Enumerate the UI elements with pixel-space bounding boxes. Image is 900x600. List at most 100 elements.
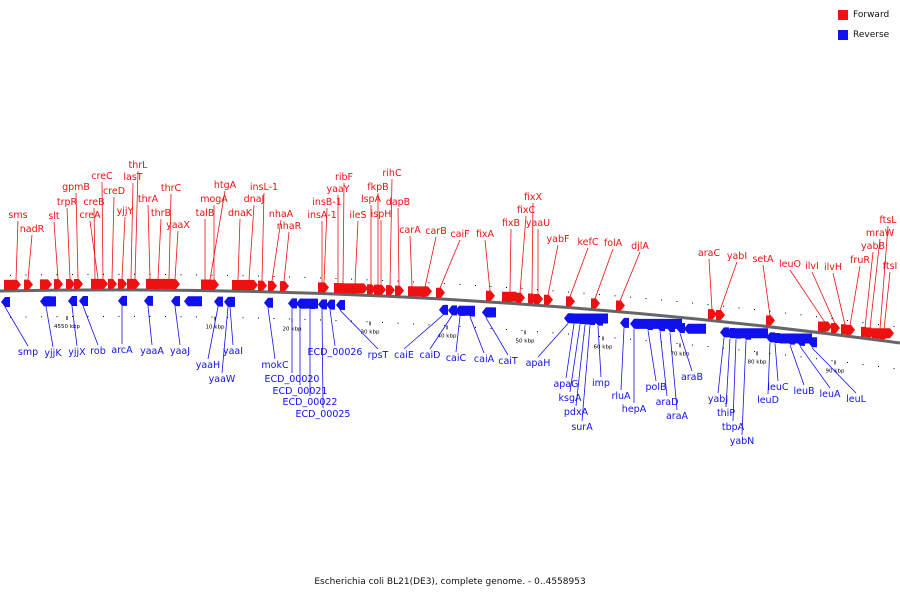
reverse-gene-mokC [264,297,273,308]
kbp-tick-label: 50 kbp [516,338,535,344]
upper-scale-dot [583,292,585,294]
forward-gene-ribF [339,283,348,294]
upper-scale-dot [41,274,42,276]
lower-scale-dot [521,330,523,332]
lower-scale-dot [676,343,678,345]
reverse-gene-polB [644,319,653,330]
reverse-leader-line [329,309,336,347]
reverse-leader-line [811,347,857,394]
forward-gene-dnaK [234,280,243,291]
reverse-gene-rpsT [336,300,345,311]
upper-scale-dot [366,279,368,281]
reverse-leader-line [207,306,219,360]
forward-gene-label: ftsL [879,215,897,226]
reverse-leader-line [647,330,657,382]
upper-scale-dot [134,273,135,275]
lower-scale-dot [320,319,321,321]
reverse-leader-line [679,333,693,372]
forward-gene-yabF [544,294,553,305]
reverse-leader-line [82,305,99,346]
forward-gene-fixC [516,292,525,303]
scale-dots [10,273,895,370]
forward-gene-label: leuO [779,259,801,270]
reverse-gene-yaaH [214,296,223,307]
reverse-gene-label: araB [681,372,703,383]
lower-scale-dot [568,333,569,335]
upper-scale-dot [180,274,182,276]
forward-leader-line [75,192,79,279]
upper-scale-dot [723,305,724,307]
lower-scale-dot [211,316,213,318]
reverse-leader-line [321,309,324,409]
forward-gene-talB [201,279,210,290]
reverse-gene-label: rluA [611,391,631,402]
reverse-leader-line [597,325,602,378]
forward-leader-line [168,193,172,280]
reverse-gene-yaaA [144,295,153,306]
forward-leader-line [271,219,282,282]
upper-scale-dot [862,322,864,324]
upper-scale-dot [552,290,554,292]
upper-scale-dot [10,274,11,276]
lower-scale-dot [382,321,383,323]
reverse-leader-line [455,316,461,353]
upper-scale-dot [769,310,771,312]
reverse-gene-label: surA [571,422,593,433]
reverse-leader-line [620,328,625,391]
upper-scale-dot [661,299,662,301]
lower-scale-dot [552,332,554,334]
lower-scale-dot [475,326,476,328]
upper-scale-dot [196,274,197,276]
forward-gene-label: thrA [138,194,159,205]
lower-scale-dot [785,354,786,356]
forward-gene-label: thrB [151,208,171,219]
reverse-gene-label: yabJ [708,394,728,405]
forward-leader-line [27,234,33,280]
reverse-track: smp yjjK yjjX rob arcA yaaA yaaJ yaaH yaaW yaaI mo… [1,295,867,447]
kbp-tick-label: 30 kbp [361,329,380,335]
lower-scale-dot [754,351,755,353]
forward-leader-line [209,190,226,280]
forward-gene-yaaX [171,279,180,290]
forward-leader-line [283,231,290,282]
reverse-gene-label: ksgA [559,393,582,404]
upper-scale-dot [707,304,709,306]
upper-scale-dot [227,274,228,276]
lower-scale-dot [692,344,693,346]
reverse-leader-line [174,306,181,346]
upper-scale-dot [676,301,678,303]
forward-gene-fixB [506,292,515,303]
reverse-gene-glyph [684,323,706,334]
forward-leader-line [66,207,71,280]
reverse-gene-surA [586,314,595,325]
forward-leader-line [93,207,96,279]
reverse-gene-label: ECD_00025 [296,409,351,420]
forward-gene-mogA [210,279,219,290]
upper-scale-dot [754,309,755,311]
reverse-gene-rluA [620,317,629,328]
reverse-gene-rob [79,295,88,306]
reverse-leader-line [71,305,78,347]
forward-leader-line [484,239,491,291]
forward-gene-label: dapB [386,197,410,208]
forward-gene-label: yjjY [117,206,134,217]
lower-scale-dot [506,329,507,331]
reverse-gene-araA [666,322,675,333]
upper-scale-dot [847,320,848,322]
reverse-gene-leuD [766,332,775,343]
reverse-leader-line [485,317,509,356]
reverse-gene-label: hepA [622,404,647,415]
forward-gene-nhaR [280,281,289,292]
lower-scale-dot [800,356,802,358]
forward-gene-label: insA-1 [307,210,336,221]
forward-gene-ilvI [831,323,840,334]
reverse-gene-label: yjjK [44,348,62,359]
forward-gene-label: nadR [20,224,45,235]
reverse-gene-label: caiE [394,350,414,361]
upper-scale-dot [645,298,647,300]
forward-leader-line [811,271,836,324]
lower-scale-dot [413,323,414,325]
upper-scale-dot [118,273,120,275]
forward-gene-dnaJ [245,280,254,291]
upper-scale-dot [258,275,259,277]
